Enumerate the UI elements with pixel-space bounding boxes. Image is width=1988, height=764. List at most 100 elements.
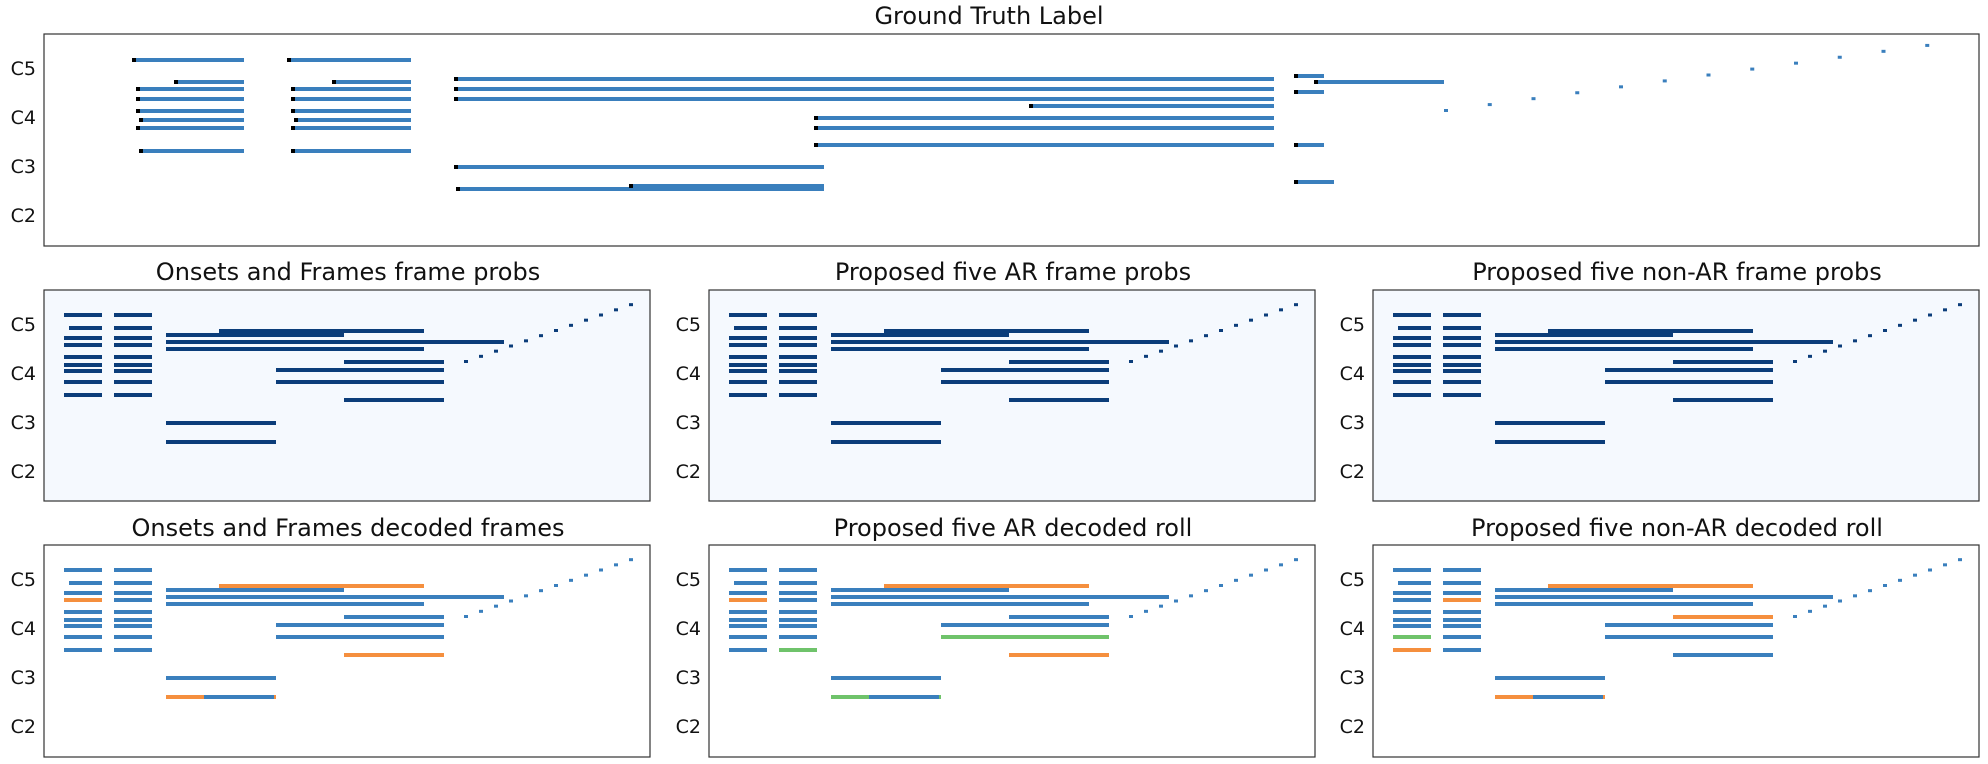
note-bar bbox=[139, 149, 244, 153]
note-bar bbox=[332, 80, 411, 84]
note-bar bbox=[1808, 609, 1812, 613]
note-bar bbox=[1673, 615, 1773, 619]
note-bar bbox=[1605, 623, 1773, 627]
panel-title: Proposed five AR decoded roll bbox=[834, 514, 1193, 542]
note-bar bbox=[1393, 610, 1431, 614]
note-bar bbox=[1750, 67, 1755, 71]
ytick-label: C5 bbox=[11, 569, 36, 591]
note-bar bbox=[1605, 380, 1773, 384]
note-bar bbox=[539, 334, 543, 338]
ytick-label: C4 bbox=[1340, 363, 1365, 385]
note-bar bbox=[1443, 380, 1481, 384]
note-bar bbox=[464, 615, 468, 618]
note-bar bbox=[1673, 360, 1773, 364]
note-bars bbox=[1393, 303, 1962, 444]
note-bar bbox=[729, 363, 767, 367]
note-bar bbox=[941, 380, 1109, 384]
note-bar bbox=[276, 635, 444, 639]
note-bar bbox=[1883, 329, 1887, 332]
note-bar bbox=[287, 58, 411, 62]
note-bar bbox=[1883, 584, 1887, 587]
note-bar bbox=[629, 303, 633, 307]
note-bar bbox=[1673, 398, 1773, 402]
note-bar bbox=[1144, 609, 1148, 613]
note-bar bbox=[114, 313, 152, 317]
note-bar bbox=[1398, 581, 1431, 585]
onset-marker bbox=[1294, 143, 1298, 147]
note-bar bbox=[734, 581, 767, 585]
note-bar bbox=[869, 695, 939, 699]
ytick-label: C4 bbox=[11, 618, 36, 640]
note-bar bbox=[64, 369, 102, 373]
note-bar bbox=[166, 421, 276, 425]
note-bar bbox=[1393, 336, 1431, 340]
note-bar bbox=[779, 648, 817, 652]
note-bar bbox=[1174, 344, 1178, 348]
note-bar bbox=[1533, 440, 1603, 444]
ytick-label: C4 bbox=[11, 363, 36, 385]
panel-title: Proposed five AR frame probs bbox=[835, 258, 1191, 286]
note-bar bbox=[779, 343, 817, 347]
note-bar bbox=[1159, 349, 1163, 353]
note-bar bbox=[464, 360, 468, 363]
panel-title: Onsets and Frames decoded frames bbox=[131, 514, 564, 542]
ytick-label: C3 bbox=[676, 412, 701, 434]
note-bars bbox=[729, 303, 1298, 444]
note-bar bbox=[276, 368, 444, 372]
onset-marker bbox=[174, 80, 178, 84]
note-bar bbox=[1393, 369, 1431, 373]
note-bar bbox=[1249, 573, 1253, 577]
onset-marker bbox=[814, 126, 818, 130]
ytick-label: C3 bbox=[676, 667, 701, 689]
note-bar bbox=[941, 635, 1109, 639]
note-bar bbox=[831, 588, 1009, 592]
note-bar bbox=[291, 109, 411, 113]
note-bar bbox=[1294, 143, 1324, 147]
note-bar bbox=[629, 184, 824, 188]
onset-marker bbox=[814, 116, 818, 120]
note-bar bbox=[114, 343, 152, 347]
note-bar bbox=[1264, 568, 1268, 572]
onset-marker bbox=[294, 118, 298, 122]
note-bar bbox=[64, 313, 102, 317]
note-bar bbox=[1794, 61, 1798, 65]
onset-marker bbox=[454, 165, 458, 169]
note-bar bbox=[1913, 573, 1917, 577]
onset-marker bbox=[814, 143, 818, 147]
note-bar bbox=[1443, 581, 1481, 585]
note-bar bbox=[831, 333, 1009, 337]
note-bar bbox=[539, 589, 543, 593]
panel-onsets-frames-probs: Onsets and Frames frame probs C5 C4 C3 C… bbox=[11, 258, 651, 502]
note-bar bbox=[1393, 363, 1431, 367]
note-bar bbox=[1605, 368, 1773, 372]
note-bar bbox=[1495, 595, 1833, 599]
note-bar bbox=[1294, 180, 1334, 184]
note-bar bbox=[1868, 334, 1872, 338]
note-bar bbox=[831, 347, 1089, 351]
note-bar bbox=[1174, 599, 1178, 603]
note-bar bbox=[1928, 568, 1932, 572]
note-bar bbox=[734, 326, 767, 330]
ytick-label: C3 bbox=[11, 412, 36, 434]
note-bar bbox=[204, 440, 274, 444]
note-bar bbox=[729, 618, 767, 622]
note-bar bbox=[831, 340, 1169, 344]
note-bar bbox=[1144, 354, 1148, 358]
note-bar bbox=[569, 323, 573, 327]
note-bar bbox=[779, 336, 817, 340]
note-bar bbox=[291, 149, 411, 153]
note-bar bbox=[114, 369, 152, 373]
note-bar bbox=[1393, 355, 1431, 359]
note-bar bbox=[1793, 360, 1797, 363]
onset-marker bbox=[1294, 90, 1298, 94]
note-bar bbox=[1443, 624, 1481, 628]
note-bar bbox=[1928, 313, 1932, 317]
note-bar bbox=[779, 363, 817, 367]
note-bar bbox=[64, 618, 102, 622]
note-bar bbox=[1548, 329, 1753, 333]
onset-marker bbox=[291, 109, 295, 113]
note-bars bbox=[729, 558, 1298, 699]
note-bar bbox=[1495, 421, 1605, 425]
note-bar bbox=[1838, 344, 1842, 348]
note-bar bbox=[1204, 334, 1208, 338]
